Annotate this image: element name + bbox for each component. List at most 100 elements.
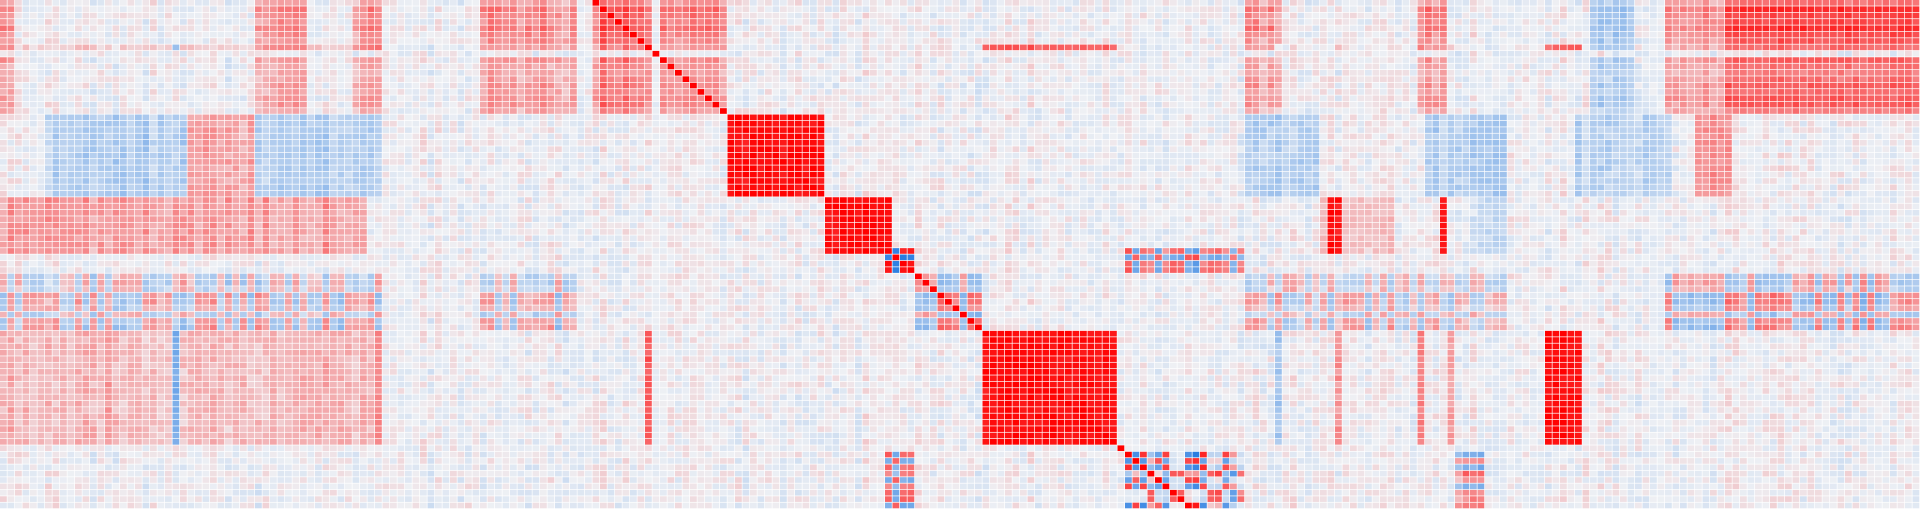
heatmap-cell <box>1905 0 1912 6</box>
heatmap-cell <box>1373 38 1380 44</box>
heatmap-cell <box>1913 32 1920 38</box>
heatmap-cell <box>585 32 592 38</box>
heatmap-cell <box>90 19 97 25</box>
heatmap-cell <box>113 13 120 19</box>
heatmap-cell <box>960 6 967 12</box>
heatmap-cell <box>960 19 967 25</box>
heatmap-cell <box>203 6 210 12</box>
heatmap-cell <box>1673 13 1680 19</box>
heatmap-cell <box>1868 32 1875 38</box>
heatmap-cell <box>1823 32 1830 38</box>
heatmap-cell <box>158 38 165 44</box>
heatmap-cell <box>825 38 832 44</box>
heatmap-cell <box>803 38 810 44</box>
heatmap-cell <box>1493 6 1500 12</box>
heatmap-cell <box>1395 13 1402 19</box>
heatmap-cell <box>840 32 847 38</box>
heatmap-cell <box>998 38 1005 44</box>
heatmap-cell <box>60 6 67 12</box>
heatmap-cell <box>45 0 52 6</box>
heatmap-cell <box>758 13 765 19</box>
heatmap-cell <box>660 0 667 6</box>
heatmap-cell <box>773 19 780 25</box>
heatmap-cell <box>1493 25 1500 31</box>
heatmap-cell <box>1395 19 1402 25</box>
heatmap-cell <box>713 25 720 31</box>
heatmap-cell <box>1793 25 1800 31</box>
heatmap-cell <box>1275 13 1282 19</box>
heatmap-cell <box>233 6 240 12</box>
heatmap-cell <box>278 38 285 44</box>
heatmap-cell <box>1050 0 1057 6</box>
heatmap-cell <box>975 38 982 44</box>
heatmap-cell <box>1605 13 1612 19</box>
heatmap-cell <box>1320 13 1327 19</box>
heatmap-cell <box>870 19 877 25</box>
heatmap-cell <box>1133 0 1140 6</box>
heatmap-cell <box>1680 0 1687 6</box>
heatmap-cell <box>1215 6 1222 12</box>
heatmap-cell <box>1388 13 1395 19</box>
heatmap-cell <box>518 19 525 25</box>
heatmap-cell <box>1350 19 1357 25</box>
heatmap-cell <box>780 38 787 44</box>
heatmap-cell <box>503 25 510 31</box>
heatmap-cell <box>1065 19 1072 25</box>
heatmap-cell <box>1058 0 1065 6</box>
heatmap-cell <box>885 13 892 19</box>
heatmap-cell <box>1095 25 1102 31</box>
heatmap-cell <box>518 32 525 38</box>
heatmap-cell <box>1080 13 1087 19</box>
heatmap-cell <box>795 6 802 12</box>
heatmap-cell <box>1005 38 1012 44</box>
heatmap-cell <box>638 13 645 19</box>
heatmap-cell <box>1335 25 1342 31</box>
heatmap-cell <box>923 32 930 38</box>
heatmap-cell <box>1290 19 1297 25</box>
heatmap-cell <box>255 32 262 38</box>
heatmap-cell <box>698 38 705 44</box>
heatmap-cell <box>83 19 90 25</box>
heatmap-cell <box>510 19 517 25</box>
heatmap-cell <box>383 13 390 19</box>
heatmap-cell <box>698 13 705 19</box>
heatmap-cell <box>1523 38 1530 44</box>
heatmap-cell <box>653 0 660 6</box>
heatmap-cell <box>1478 32 1485 38</box>
heatmap-cell <box>1440 13 1447 19</box>
heatmap-cell <box>1095 13 1102 19</box>
heatmap-cell <box>1470 38 1477 44</box>
heatmap-cell <box>855 32 862 38</box>
heatmap-cell <box>300 0 307 6</box>
heatmap-cell <box>938 19 945 25</box>
heatmap-cell <box>675 13 682 19</box>
heatmap-cell <box>1448 25 1455 31</box>
heatmap-cell <box>600 19 607 25</box>
heatmap-cell <box>600 6 607 12</box>
heatmap-cell <box>473 32 480 38</box>
heatmap-cell <box>1688 38 1695 44</box>
heatmap-cell <box>615 6 622 12</box>
heatmap-cell <box>1650 32 1657 38</box>
heatmap-cell <box>1148 25 1155 31</box>
heatmap-cell <box>1890 0 1897 6</box>
heatmap-cell <box>1770 13 1777 19</box>
heatmap-cell <box>1898 13 1905 19</box>
heatmap-cell <box>53 38 60 44</box>
heatmap-cell <box>158 32 165 38</box>
heatmap-cell <box>1860 19 1867 25</box>
heatmap-cell <box>1103 19 1110 25</box>
heatmap-cell <box>503 19 510 25</box>
heatmap-cell <box>1073 6 1080 12</box>
heatmap-cell <box>563 6 570 12</box>
heatmap-cell <box>1178 6 1185 12</box>
heatmap-cell <box>1785 32 1792 38</box>
heatmap-cell <box>188 13 195 19</box>
heatmap-cell <box>383 0 390 6</box>
heatmap-cell <box>1140 38 1147 44</box>
heatmap-cell <box>1043 0 1050 6</box>
heatmap-cell <box>698 0 705 6</box>
heatmap-cell <box>45 38 52 44</box>
heatmap-cell <box>495 0 502 6</box>
heatmap-cell <box>683 19 690 25</box>
